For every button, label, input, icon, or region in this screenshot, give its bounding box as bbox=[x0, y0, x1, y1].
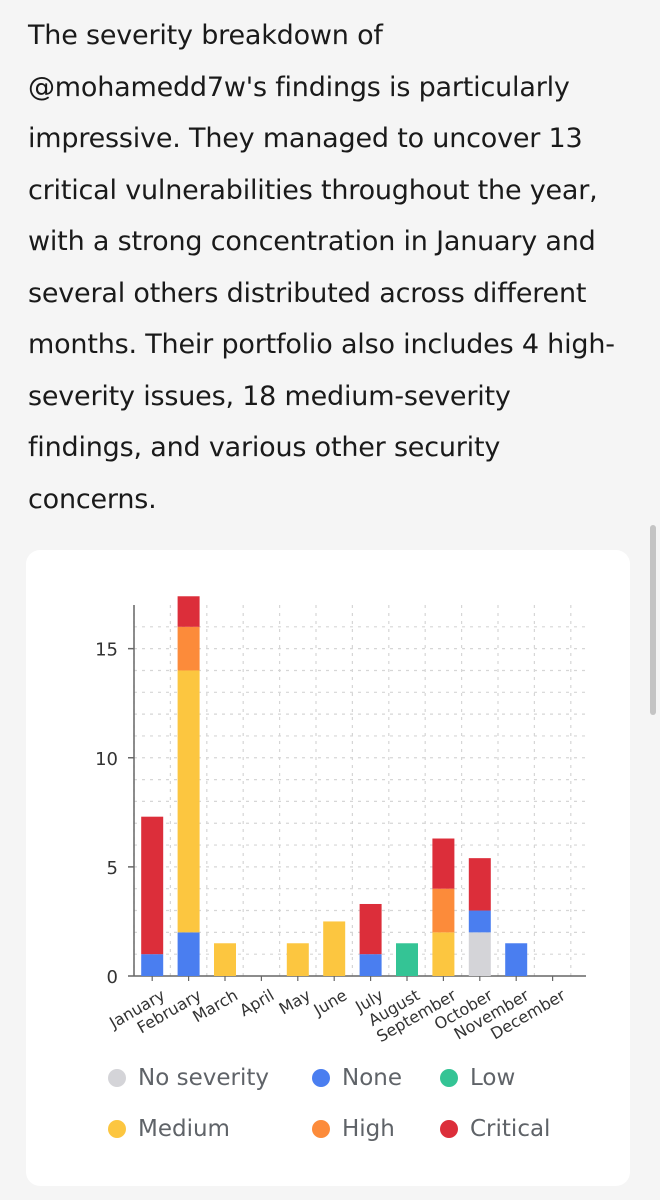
legend-swatch bbox=[108, 1120, 126, 1138]
bar-segment-critical bbox=[177, 596, 200, 627]
article-paragraph: The severity breakdown of @mohamedd7w's … bbox=[28, 20, 615, 515]
bar-segment-critical bbox=[468, 858, 491, 911]
bar-segment-medium bbox=[214, 943, 236, 976]
bar-segment-critical bbox=[359, 903, 382, 955]
y-tick-label: 15 bbox=[95, 640, 118, 661]
bar-segment-none bbox=[468, 910, 491, 933]
legend-swatch bbox=[312, 1120, 330, 1138]
x-tick-label: May bbox=[276, 985, 314, 1018]
legend-label: High bbox=[342, 1116, 395, 1142]
y-tick-label: 10 bbox=[95, 749, 118, 770]
legend-item-medium[interactable]: Medium bbox=[108, 1116, 230, 1142]
legend-swatch bbox=[440, 1069, 458, 1087]
legend-label: Medium bbox=[138, 1116, 230, 1142]
legend-item-high[interactable]: High bbox=[312, 1116, 395, 1142]
legend-label: Low bbox=[470, 1065, 516, 1091]
legend-item-critical[interactable]: Critical bbox=[440, 1116, 550, 1142]
legend-label: Critical bbox=[470, 1116, 551, 1142]
legend-item-none[interactable]: None bbox=[312, 1065, 402, 1091]
bar-segment-medium bbox=[286, 943, 309, 976]
chart-card: 0 5 10 15 January February March April May June Ju… bbox=[26, 550, 630, 1186]
article-text: The severity breakdown of @mohamedd7w's … bbox=[28, 10, 628, 525]
bar-segment-medium bbox=[432, 932, 455, 976]
bar-segment-none bbox=[177, 932, 200, 976]
legend-swatch bbox=[440, 1120, 458, 1138]
bar-segment-high bbox=[177, 626, 200, 671]
y-tick-label: 5 bbox=[107, 858, 118, 879]
bar-segment-critical bbox=[141, 816, 164, 955]
x-tick-label: April bbox=[236, 985, 277, 1020]
bar-segment-no-severity bbox=[468, 932, 491, 976]
bar-segment-medium bbox=[323, 921, 346, 976]
bar-segment-medium bbox=[177, 670, 200, 933]
bar-segment-low bbox=[396, 943, 418, 976]
legend-label: No severity bbox=[138, 1065, 269, 1091]
legend-label: None bbox=[342, 1065, 403, 1091]
bar-segment-high bbox=[432, 888, 455, 933]
bar-segment-none bbox=[505, 943, 528, 976]
y-tick-label: 0 bbox=[107, 967, 118, 988]
legend-item-low[interactable]: Low bbox=[440, 1065, 515, 1091]
scrollbar-thumb[interactable] bbox=[650, 525, 656, 715]
legend-swatch bbox=[312, 1069, 330, 1087]
x-tick-label: June bbox=[310, 985, 351, 1019]
legend-item-no-severity[interactable]: No severity bbox=[108, 1065, 269, 1091]
bar-segment-none bbox=[359, 954, 382, 976]
bar-segment-none bbox=[141, 954, 164, 976]
bar-segment-critical bbox=[432, 838, 455, 889]
legend-swatch bbox=[108, 1069, 126, 1087]
